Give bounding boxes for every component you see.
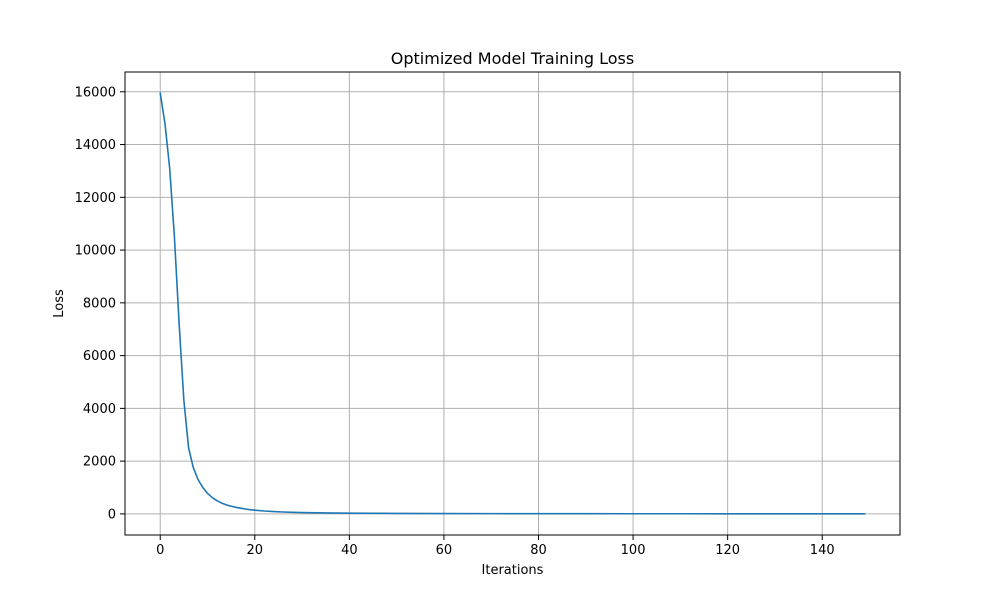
- x-tick-label: 20: [247, 543, 264, 558]
- x-tick-label: 40: [341, 543, 358, 558]
- y-tick-label: 16000: [75, 85, 116, 100]
- chart-title: Optimized Model Training Loss: [391, 49, 634, 68]
- x-tick-label: 0: [156, 543, 164, 558]
- y-tick-label: 2000: [83, 455, 116, 470]
- y-tick-label: 10000: [75, 244, 116, 259]
- y-axis-label: Loss: [52, 289, 67, 318]
- x-tick-label: 120: [715, 543, 740, 558]
- plot-frame: [124, 71, 901, 536]
- loss-series-line: [159, 92, 866, 515]
- y-tick-label: 0: [108, 507, 116, 522]
- y-tick-label: 4000: [83, 402, 116, 417]
- y-tick-label: 8000: [83, 296, 116, 311]
- x-tick-label: 140: [810, 543, 835, 558]
- axis-ticks: 0 20 40 60 80 100 120 140 0 2000 4000 6000 8000 10000…: [75, 85, 835, 558]
- x-tick-label: 80: [530, 543, 547, 558]
- y-tick-label: 12000: [75, 191, 116, 206]
- y-tick-label: 6000: [83, 349, 116, 364]
- grid-lines: [125, 72, 900, 535]
- x-tick-label: 100: [621, 543, 646, 558]
- y-tick-label: 14000: [75, 138, 116, 153]
- series-layer: [159, 92, 866, 515]
- x-tick-label: 60: [436, 543, 453, 558]
- x-axis-label: Iterations: [482, 563, 544, 578]
